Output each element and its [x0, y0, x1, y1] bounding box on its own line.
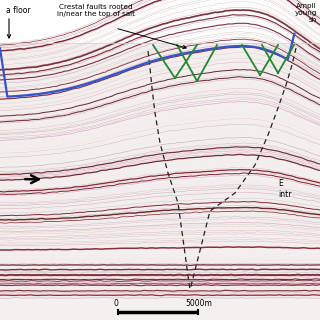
Text: 5000m: 5000m [185, 299, 212, 308]
Bar [0, 0, 320, 43]
Text: Crestal faults rooted
in/near the top of salt: Crestal faults rooted in/near the top of… [57, 4, 135, 17]
Text: 0: 0 [114, 299, 119, 308]
Text: E
intr: E intr [278, 179, 292, 199]
Text: a floor: a floor [6, 6, 31, 15]
Text: Ampli
young
sh: Ampli young sh [295, 3, 317, 23]
